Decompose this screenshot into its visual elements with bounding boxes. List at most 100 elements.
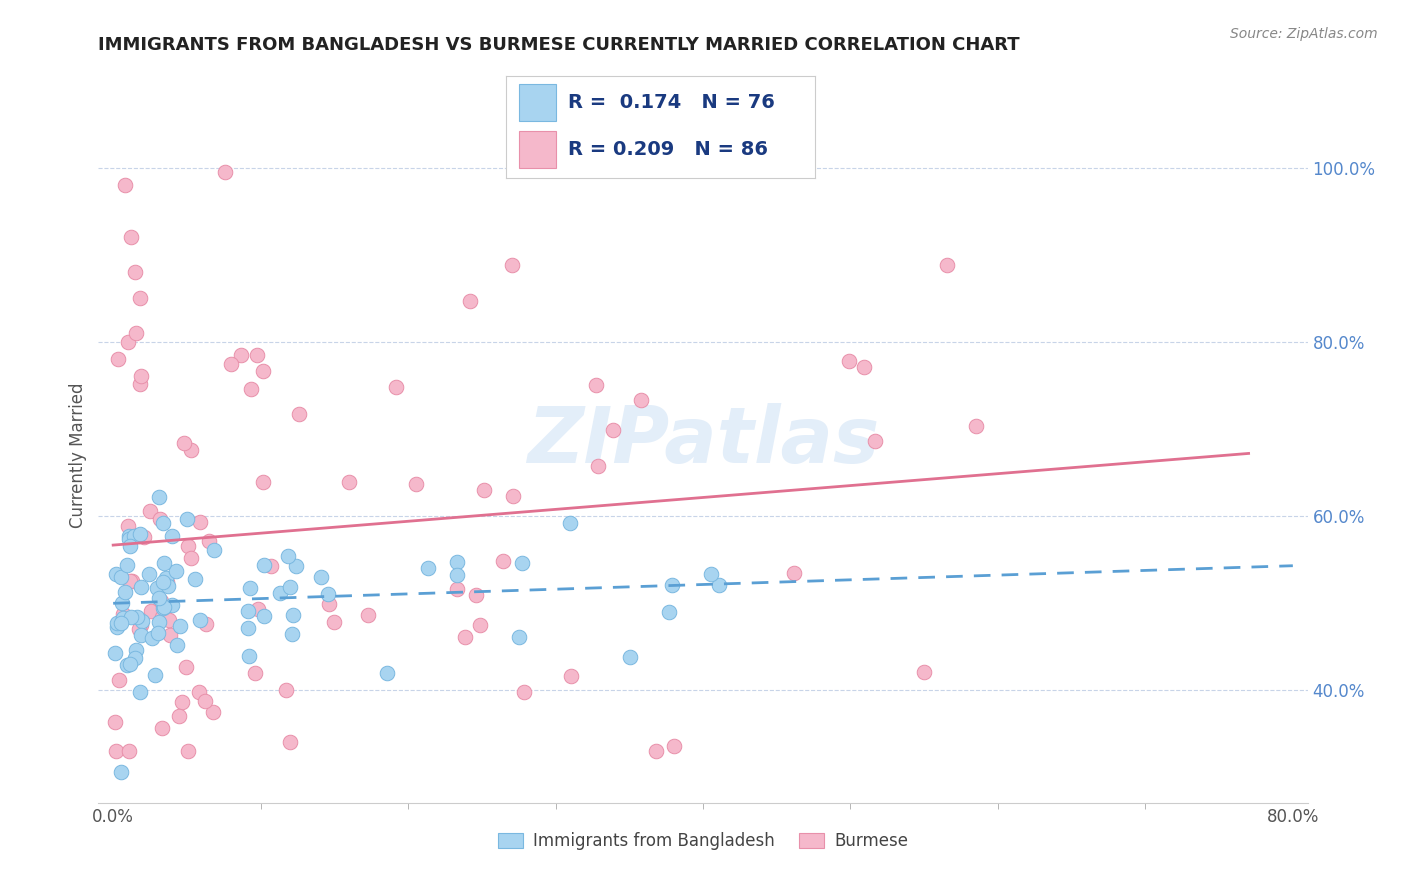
- Point: [117, 558, 139, 573]
- Point: [110, 615, 132, 630]
- Point: [176, 512, 198, 526]
- Point: [118, 657, 141, 672]
- Point: [219, 357, 242, 371]
- Y-axis label: Currently Married: Currently Married: [69, 382, 87, 528]
- Point: [174, 659, 197, 673]
- Point: [117, 518, 139, 533]
- Point: [460, 293, 482, 308]
- Point: [464, 588, 486, 602]
- Point: [129, 685, 152, 699]
- Point: [105, 566, 128, 581]
- Point: [129, 526, 152, 541]
- Point: [278, 735, 301, 749]
- Point: [139, 603, 162, 617]
- Point: [645, 744, 668, 758]
- Point: [117, 334, 139, 349]
- Point: [125, 642, 148, 657]
- Point: [194, 694, 217, 708]
- Point: [316, 587, 339, 601]
- Point: [253, 558, 276, 573]
- Point: [132, 530, 155, 544]
- Point: [105, 615, 128, 630]
- Point: [169, 708, 191, 723]
- Point: [278, 581, 301, 595]
- Point: [309, 569, 332, 583]
- Point: [156, 574, 179, 589]
- Point: [602, 423, 624, 437]
- Point: [707, 578, 730, 592]
- Point: [198, 533, 221, 548]
- Point: [508, 631, 530, 645]
- Text: R = 0.209   N = 86: R = 0.209 N = 86: [568, 140, 768, 159]
- Point: [936, 258, 959, 272]
- Point: [375, 665, 398, 680]
- Point: [124, 265, 146, 279]
- Point: [246, 348, 269, 362]
- Point: [838, 354, 860, 368]
- Point: [173, 435, 195, 450]
- FancyBboxPatch shape: [519, 131, 555, 168]
- Point: [236, 604, 259, 618]
- Point: [585, 378, 607, 392]
- Point: [152, 601, 174, 615]
- Point: [274, 683, 297, 698]
- Point: [405, 477, 427, 491]
- Point: [322, 615, 344, 629]
- Point: [120, 230, 142, 244]
- Point: [863, 434, 886, 449]
- Point: [122, 528, 145, 542]
- Text: ZIPatlas: ZIPatlas: [527, 403, 879, 479]
- Point: [188, 516, 211, 530]
- Point: [661, 578, 683, 592]
- Point: [240, 382, 263, 396]
- Point: [280, 627, 302, 641]
- Point: [269, 586, 291, 600]
- Point: [560, 669, 582, 683]
- Point: [149, 593, 172, 607]
- Point: [357, 607, 380, 622]
- Point: [177, 539, 200, 553]
- Point: [148, 625, 170, 640]
- Point: [153, 600, 176, 615]
- Point: [183, 572, 205, 586]
- Point: [446, 555, 468, 569]
- Point: [253, 609, 276, 624]
- Point: [512, 556, 534, 570]
- Point: [252, 475, 274, 490]
- Point: [166, 638, 188, 652]
- Point: [699, 566, 721, 581]
- Point: [468, 617, 491, 632]
- Point: [318, 597, 340, 611]
- Point: [110, 570, 132, 584]
- Point: [129, 617, 152, 632]
- Point: [560, 516, 582, 530]
- Point: [152, 556, 174, 570]
- Point: [853, 360, 876, 375]
- Point: [111, 596, 134, 610]
- Point: [156, 579, 179, 593]
- Point: [152, 610, 174, 624]
- Point: [630, 393, 652, 408]
- Point: [115, 658, 138, 673]
- Point: [104, 715, 127, 730]
- Point: [125, 326, 148, 341]
- Point: [131, 369, 153, 384]
- Point: [662, 739, 685, 754]
- Point: [501, 258, 523, 272]
- Point: [288, 407, 311, 421]
- Point: [502, 490, 524, 504]
- Point: [155, 571, 177, 585]
- Point: [131, 614, 153, 628]
- Point: [152, 574, 174, 589]
- Point: [118, 539, 141, 553]
- Point: [110, 765, 132, 780]
- Point: [145, 581, 167, 595]
- Point: [782, 566, 804, 580]
- Point: [148, 591, 170, 605]
- Point: [150, 721, 173, 735]
- Point: [162, 598, 184, 612]
- Point: [239, 582, 262, 596]
- Point: [148, 615, 170, 629]
- Point: [180, 550, 202, 565]
- Point: [124, 650, 146, 665]
